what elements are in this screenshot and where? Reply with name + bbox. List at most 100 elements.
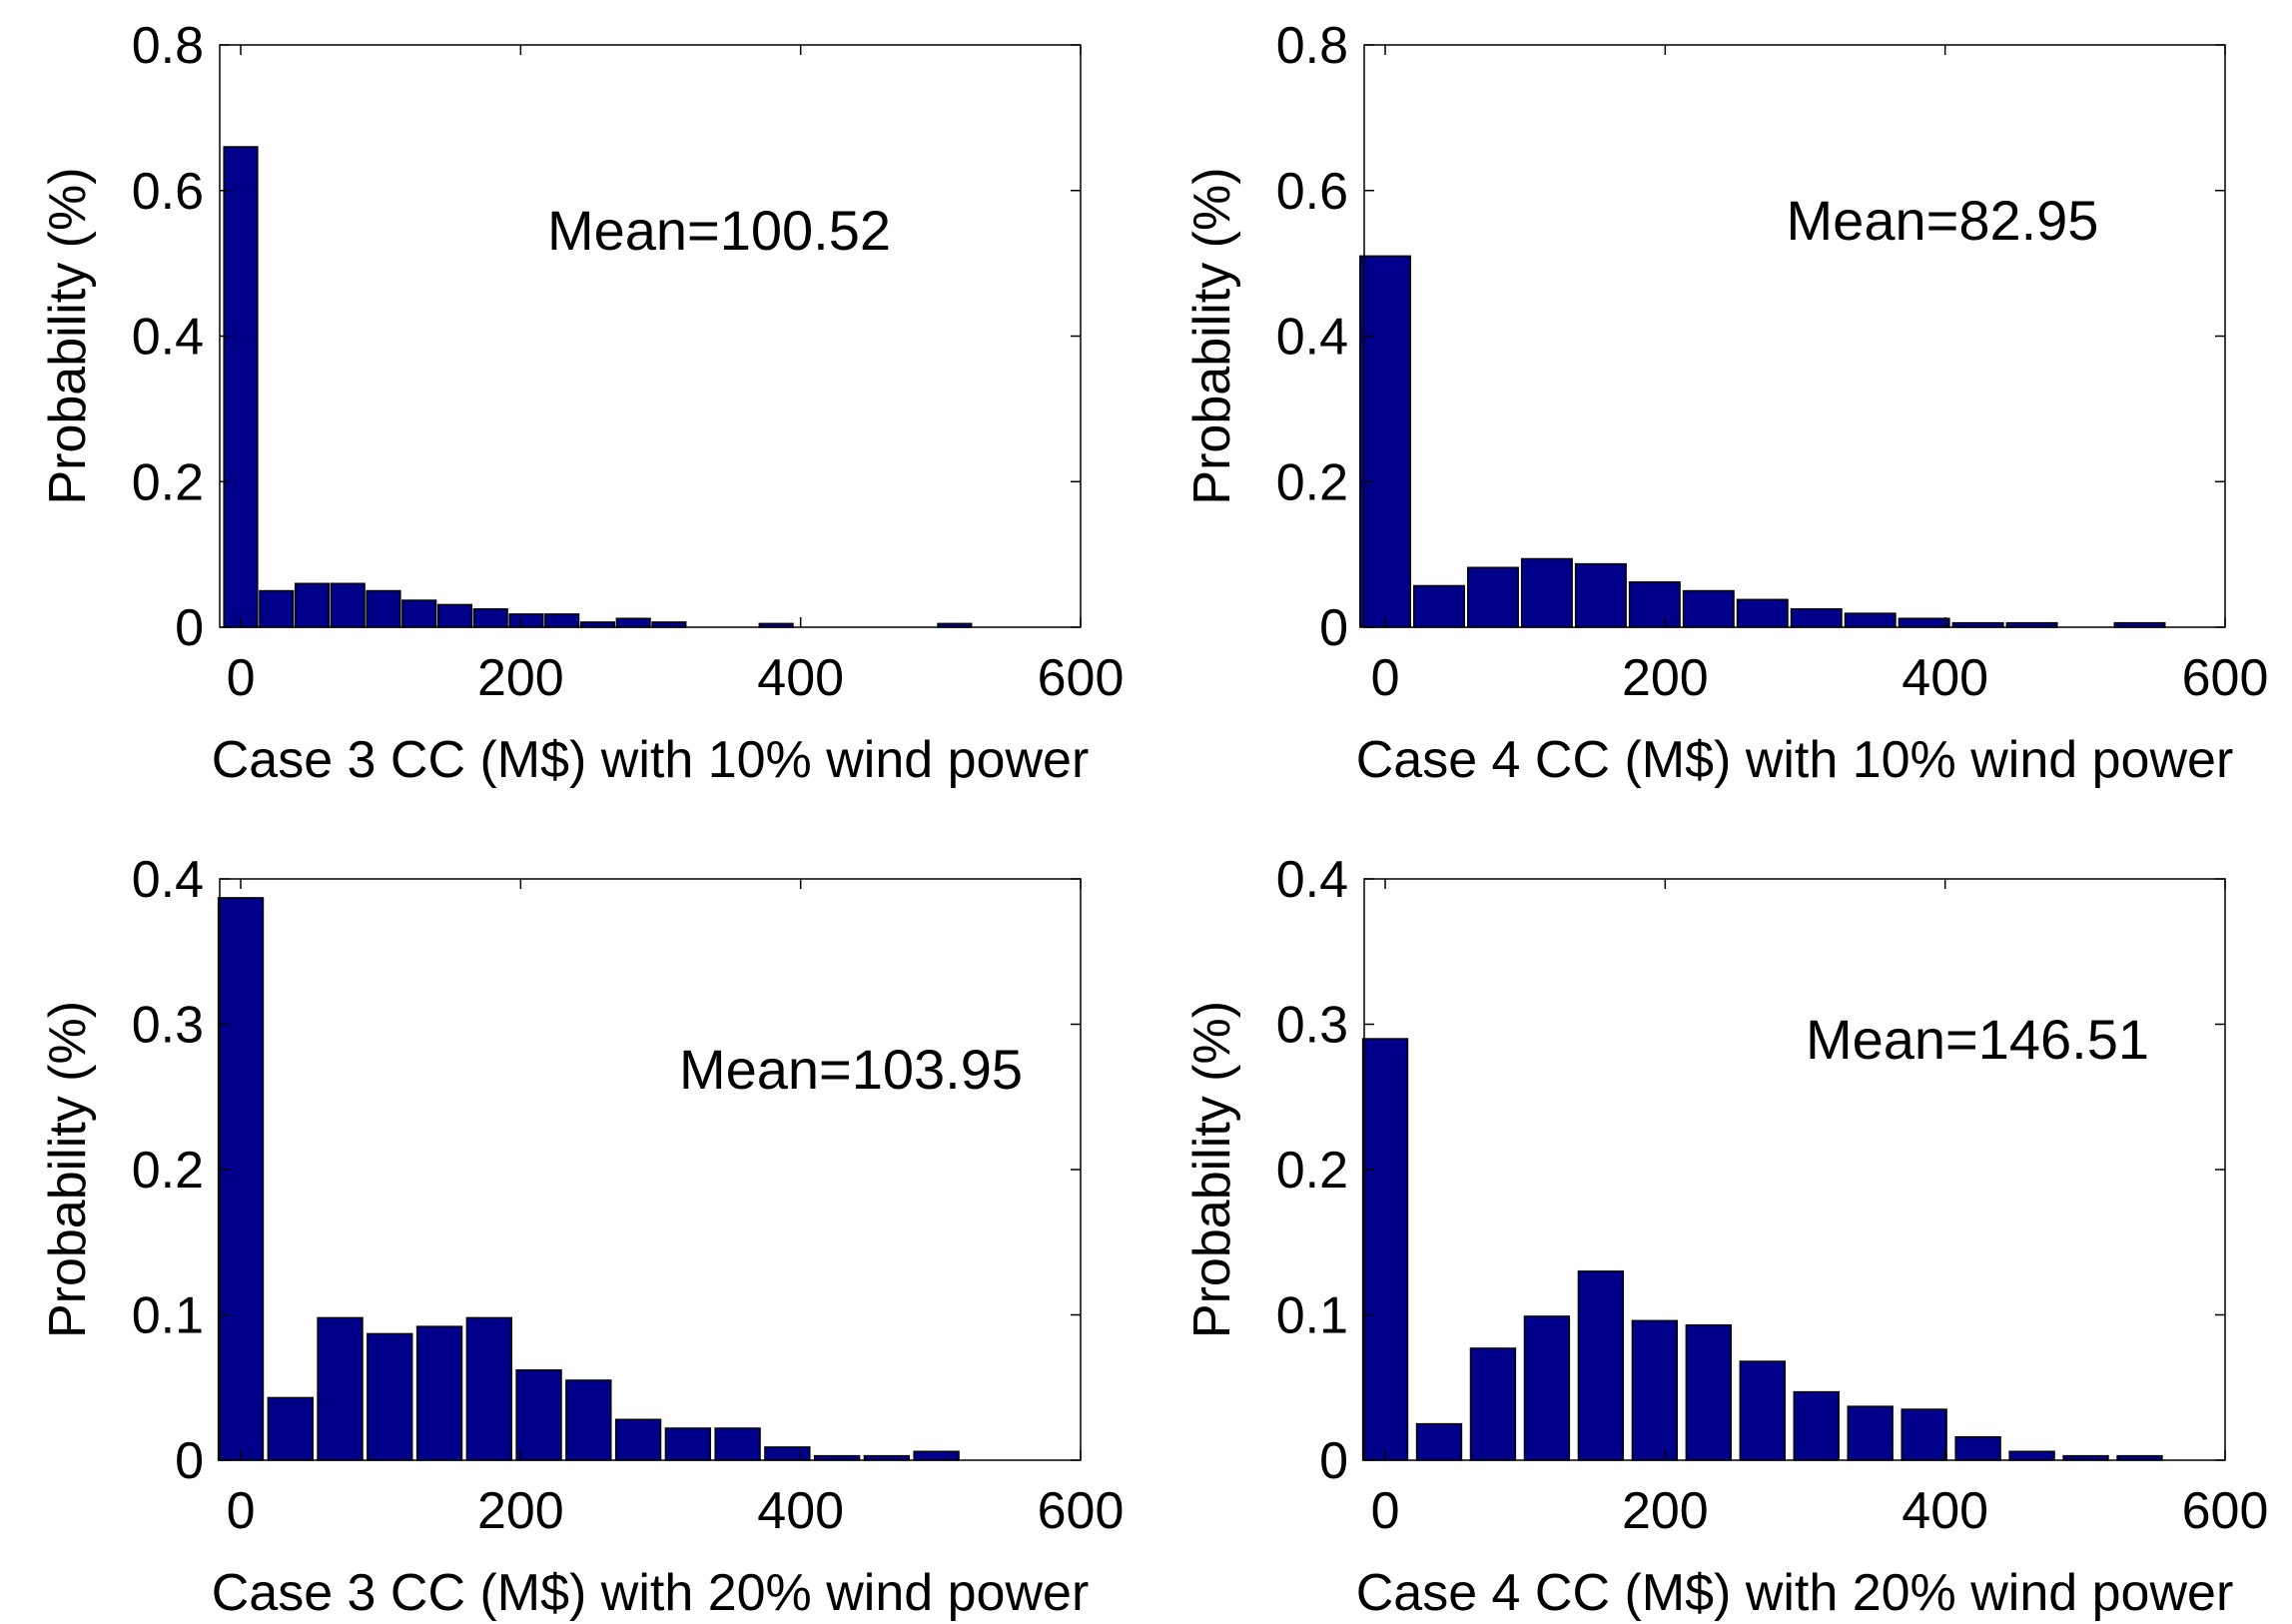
y-tick-label: 0.1	[1276, 1287, 1348, 1345]
x-tick-label: 200	[477, 1482, 564, 1540]
bar	[1415, 1422, 1463, 1461]
x-tick-label: 400	[757, 649, 844, 707]
y-tick-label: 0.8	[1276, 17, 1348, 75]
bar	[1739, 1360, 1786, 1461]
bar	[223, 146, 259, 628]
bar	[651, 621, 687, 628]
y-tick-label: 0.3	[1276, 997, 1348, 1055]
x-tick-label: 600	[1038, 649, 1125, 707]
x-tick-label: 200	[477, 649, 564, 707]
chart-panel-4: 0 0.1 0.2 0.3 0.4 0 200 400 600 Case 4 CC (M$) wi…	[1183, 851, 2268, 1622]
bar	[913, 1450, 960, 1461]
y-tick-label: 0.4	[1276, 851, 1348, 909]
x-tick-label: 600	[2182, 1482, 2269, 1540]
bar	[565, 1379, 612, 1461]
y-tick-label: 0.4	[132, 309, 204, 367]
bar	[1685, 1323, 1732, 1461]
mean-annotation: Mean=146.51	[1806, 1008, 2149, 1071]
bar	[2008, 1450, 2055, 1461]
bar	[1844, 612, 1897, 628]
y-tick-label: 0.2	[1276, 453, 1348, 511]
plot-frame	[219, 44, 1082, 628]
x-axis-label: Case 4 CC (M$) with 10% wind power	[1356, 731, 2234, 789]
bar	[465, 1316, 512, 1461]
bar	[415, 1325, 463, 1461]
bar	[1628, 581, 1681, 628]
mean-annotation: Mean=100.52	[547, 199, 891, 262]
y-axis-label: Probability (%)	[39, 167, 97, 504]
y-tick-label: 0.6	[1276, 163, 1348, 221]
mean-annotation: Mean=82.95	[1787, 189, 2099, 252]
y-tick-label: 0	[175, 1432, 204, 1490]
bar	[615, 617, 651, 628]
x-tick-label: 400	[1902, 649, 1988, 707]
bar	[1898, 617, 1950, 628]
bar	[579, 621, 616, 628]
bar	[1361, 1038, 1409, 1461]
bar	[1359, 255, 1412, 628]
bar	[664, 1427, 712, 1461]
bar	[294, 582, 331, 628]
x-tick-label: 600	[2182, 649, 2269, 707]
bar	[366, 589, 401, 628]
bar	[1954, 1435, 2001, 1461]
bar	[1901, 1408, 1947, 1461]
y-tick-label: 0.4	[132, 851, 204, 909]
bar	[267, 1396, 314, 1461]
bar	[614, 1418, 662, 1461]
chart-panel-2: 0 0.2 0.4 0.6 0.8 0 200 400 600 Case 4 CC (M$) wi…	[1183, 17, 2268, 789]
y-tick-label: 0.2	[132, 1142, 204, 1200]
bar	[472, 608, 508, 628]
bar	[764, 1446, 811, 1461]
bar	[1466, 566, 1519, 628]
x-tick-label: 0	[227, 1482, 256, 1540]
y-tick-label: 0.3	[132, 997, 204, 1055]
bar	[1790, 608, 1843, 628]
y-tick-label: 0	[175, 599, 204, 657]
bar	[1793, 1390, 1840, 1461]
y-tick-label: 0.4	[1276, 309, 1348, 367]
bar	[330, 582, 366, 628]
bar	[436, 603, 473, 628]
y-tick-label: 0.2	[1276, 1142, 1348, 1200]
mean-annotation: Mean=103.95	[679, 1038, 1023, 1101]
bar	[508, 613, 544, 628]
bar	[1577, 1270, 1625, 1461]
chart-panel-1: 0 0.2 0.4 0.6 0.8 0 200 400 600 Case 3 CC (M$) wi…	[39, 17, 1124, 789]
bar	[367, 1332, 413, 1461]
bar	[217, 897, 265, 1461]
bar	[1469, 1347, 1517, 1461]
y-tick-label: 0.8	[132, 17, 204, 75]
y-axis-label: Probability (%)	[1183, 1001, 1241, 1338]
bar	[317, 1316, 364, 1461]
y-tick-label: 0.2	[132, 453, 204, 511]
bar	[515, 1369, 562, 1461]
x-tick-label: 400	[757, 1482, 844, 1540]
bar	[1847, 1405, 1894, 1461]
y-axis-label: Probability (%)	[39, 1001, 97, 1338]
x-tick-label: 0	[1371, 649, 1400, 707]
x-tick-label: 600	[1038, 1482, 1125, 1540]
y-tick-label: 0.6	[132, 163, 204, 221]
y-tick-label: 0	[1319, 599, 1348, 657]
bar	[401, 599, 437, 628]
bar	[1631, 1319, 1679, 1461]
y-tick-label: 0.1	[132, 1287, 204, 1345]
bar	[544, 613, 580, 628]
x-tick-label: 0	[227, 649, 256, 707]
bar	[1574, 562, 1627, 628]
bar	[1682, 589, 1735, 628]
x-tick-label: 200	[1622, 649, 1709, 707]
chart-panel-3: 0 0.1 0.2 0.3 0.4 0 200 400 600 Case 3 CC (M$) wi…	[39, 851, 1124, 1622]
plot-frame	[1363, 44, 2226, 628]
y-tick-label: 0	[1319, 1432, 1348, 1490]
bar	[1736, 598, 1789, 628]
bar	[714, 1427, 761, 1461]
x-tick-label: 400	[1902, 1482, 1988, 1540]
x-tick-label: 200	[1622, 1482, 1709, 1540]
bar	[1520, 557, 1573, 628]
bar	[1413, 584, 1465, 628]
bar	[259, 589, 295, 628]
x-axis-label: Case 3 CC (M$) with 10% wind power	[212, 731, 1090, 789]
